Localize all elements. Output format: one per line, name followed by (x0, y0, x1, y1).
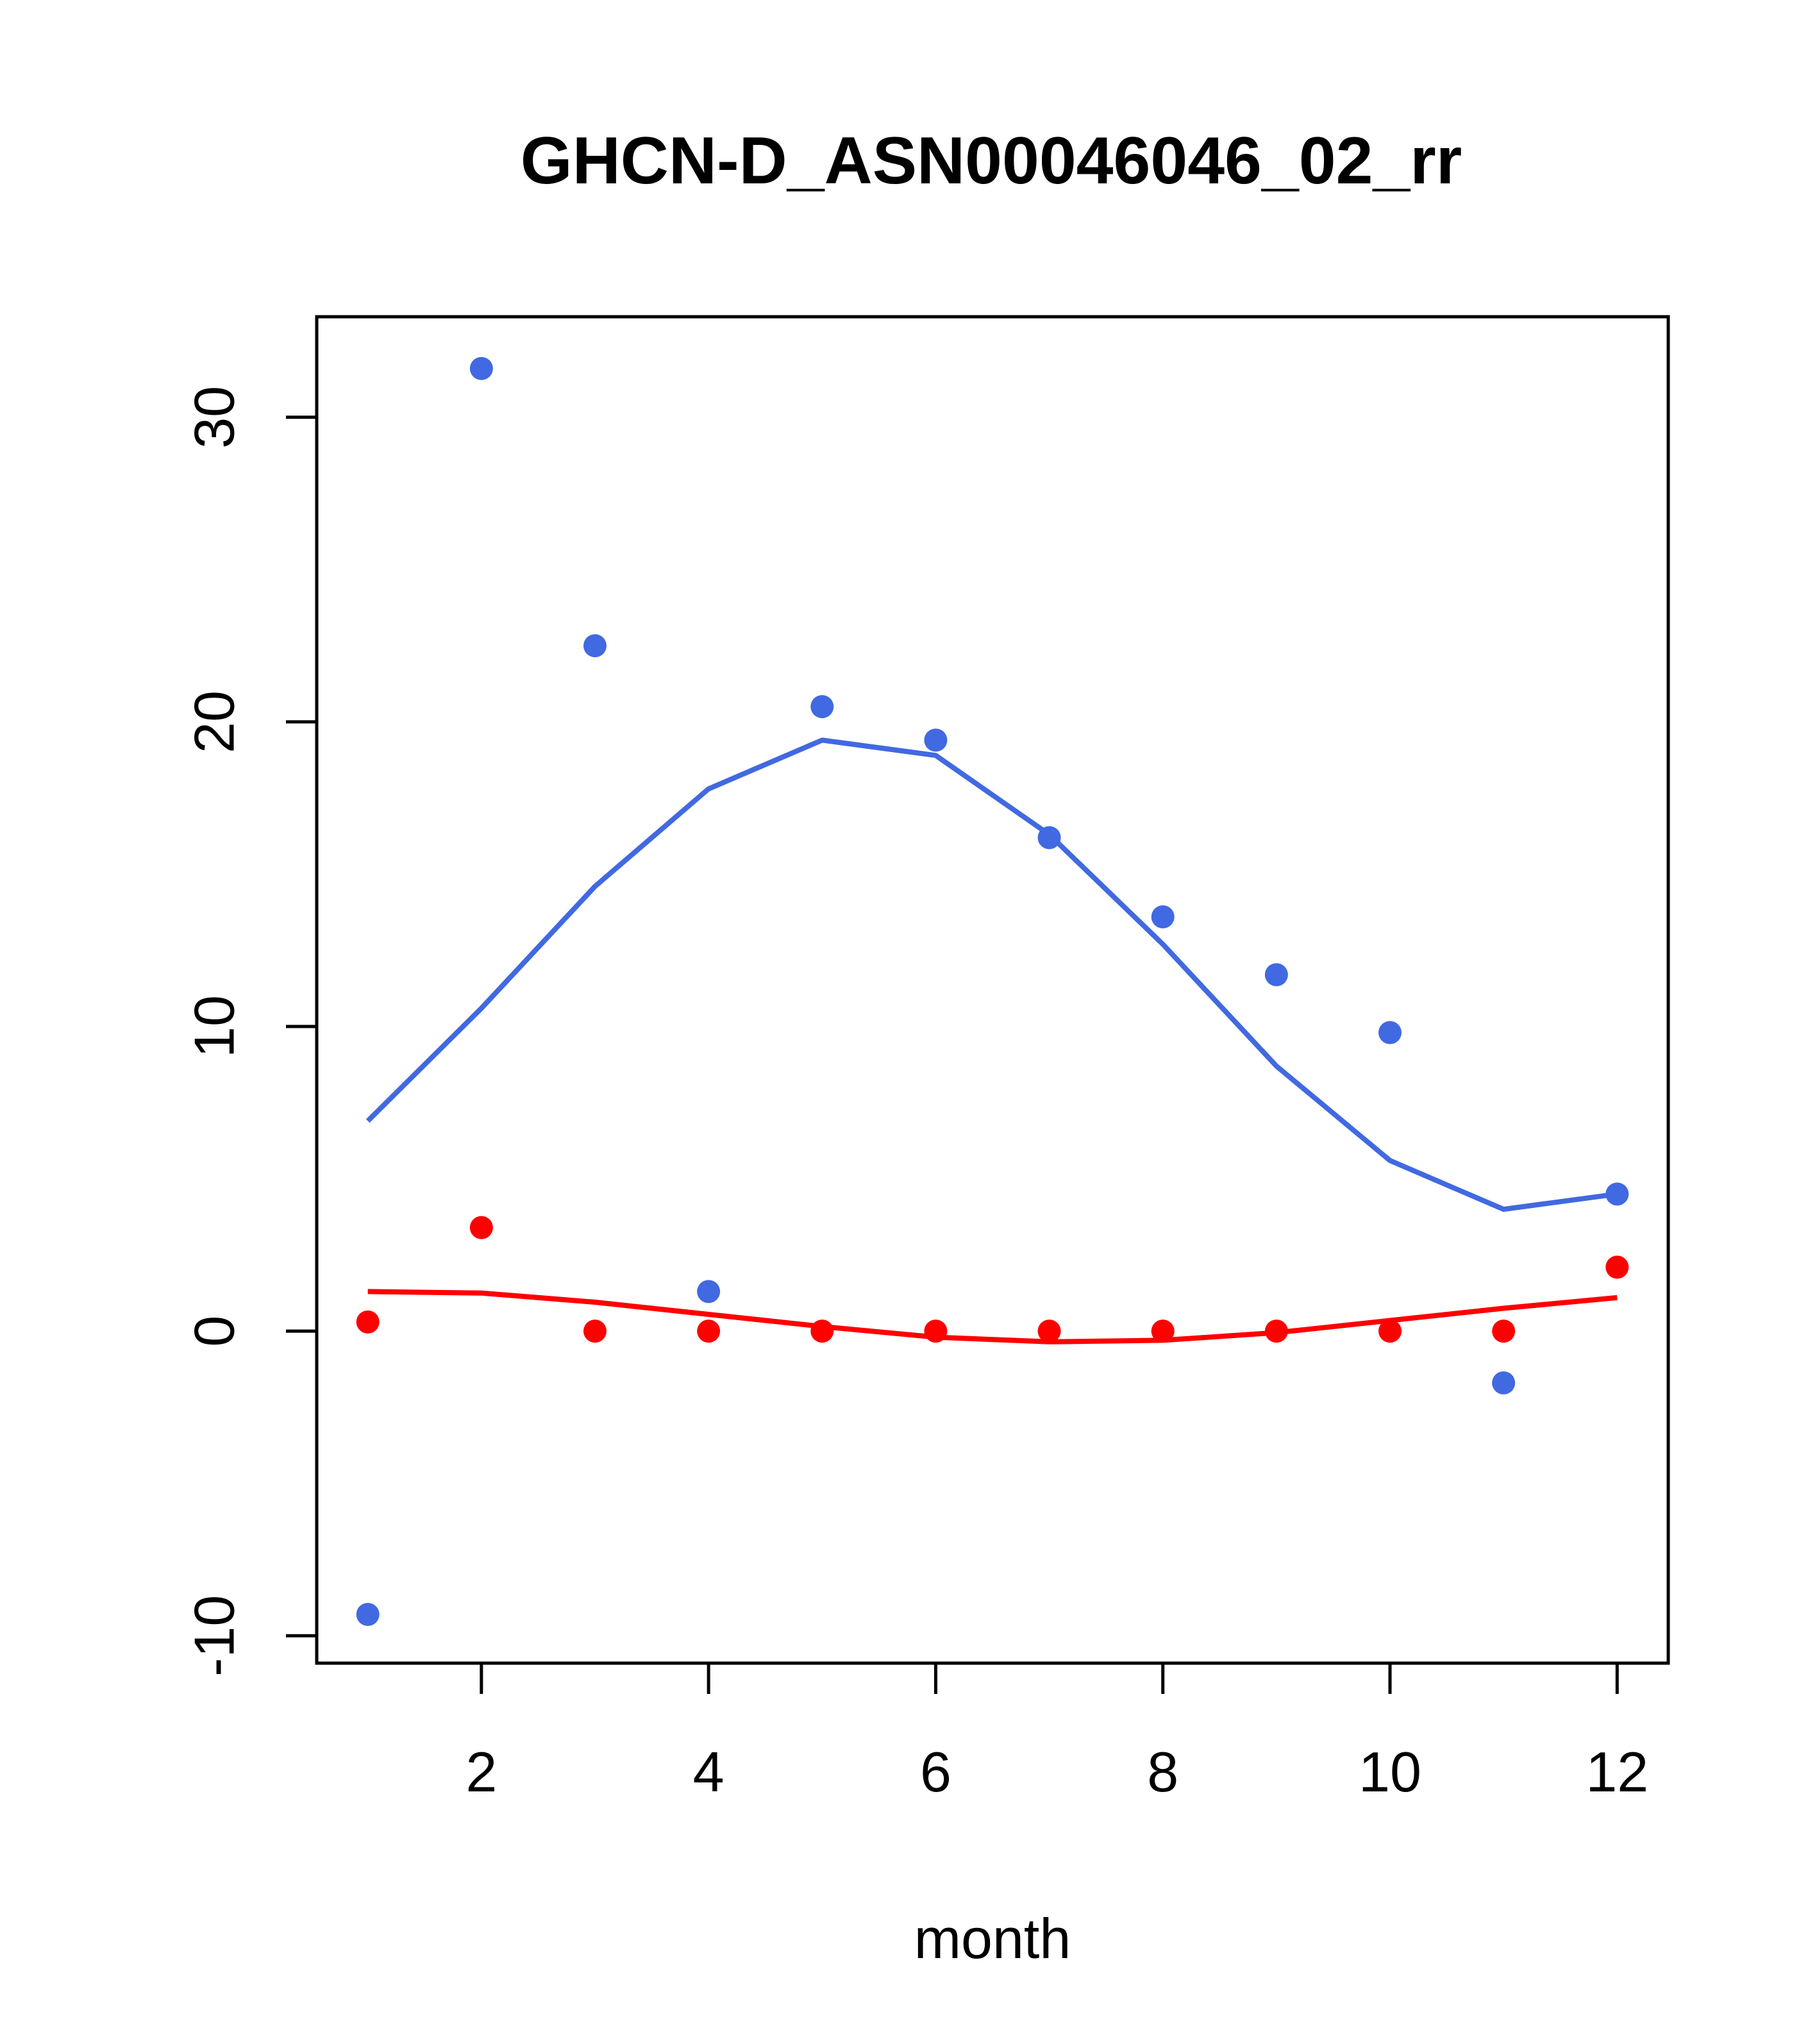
series-1-point (583, 634, 607, 658)
y-tick-label: 20 (183, 691, 246, 753)
x-tick-label: 6 (920, 1740, 951, 1804)
series-2-point (583, 1319, 607, 1343)
series-1-point (1492, 1371, 1516, 1395)
x-tick-label: 12 (1586, 1740, 1648, 1804)
series-2-point (924, 1319, 948, 1343)
series-1-point (810, 695, 834, 719)
y-tick-label: 0 (183, 1316, 246, 1347)
series-1-point (924, 728, 948, 752)
x-axis-title: month (914, 1907, 1071, 1970)
x-tick-label: 10 (1359, 1740, 1421, 1804)
series-2-point (1037, 1319, 1061, 1343)
series-1-point (1264, 963, 1288, 987)
series-2-point (1378, 1319, 1402, 1343)
series-2-point (697, 1319, 721, 1343)
series-1-point (1378, 1021, 1402, 1044)
y-axis: -10 0 10 20 30 (183, 386, 319, 1677)
y-tick-label: 30 (183, 386, 246, 449)
series-2-point (810, 1319, 834, 1343)
series-1 (356, 356, 1629, 1626)
series-2-point (356, 1310, 380, 1334)
x-axis: 2 4 6 8 10 12 (465, 1661, 1648, 1804)
series-1-point (469, 356, 493, 380)
x-tick-label: 2 (465, 1740, 497, 1804)
series-1-point (356, 1602, 380, 1626)
series-layer (356, 356, 1629, 1626)
plot-frame (315, 315, 1670, 1665)
series-2 (356, 1216, 1629, 1345)
y-tick-label: -10 (183, 1595, 246, 1677)
x-tick-label: 8 (1147, 1740, 1178, 1804)
series-2-point (1492, 1319, 1516, 1343)
series-2-point (469, 1216, 493, 1239)
series-2-line (367, 1289, 1618, 1345)
x-tick-label: 4 (693, 1740, 724, 1804)
series-1-line (365, 737, 1618, 1212)
series-2-point (1605, 1255, 1629, 1279)
series-1-point (697, 1280, 721, 1303)
series-1-point (1037, 826, 1061, 850)
series-2-point (1264, 1319, 1288, 1343)
series-1-point (1605, 1182, 1629, 1206)
series-2-point (1151, 1319, 1175, 1343)
y-tick-label: 10 (183, 995, 246, 1058)
series-1-point (1151, 905, 1175, 928)
chart-title: GHCN-D_ASN00046046_02_rr (521, 124, 1462, 198)
